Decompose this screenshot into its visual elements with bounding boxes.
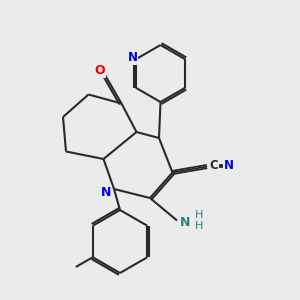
Text: O: O — [94, 64, 105, 77]
Text: H: H — [194, 210, 203, 220]
Text: N: N — [101, 185, 112, 199]
Text: H: H — [194, 221, 203, 231]
Text: N: N — [180, 215, 190, 229]
Text: N: N — [224, 159, 234, 172]
Text: N: N — [128, 51, 138, 64]
Text: C: C — [209, 159, 218, 172]
